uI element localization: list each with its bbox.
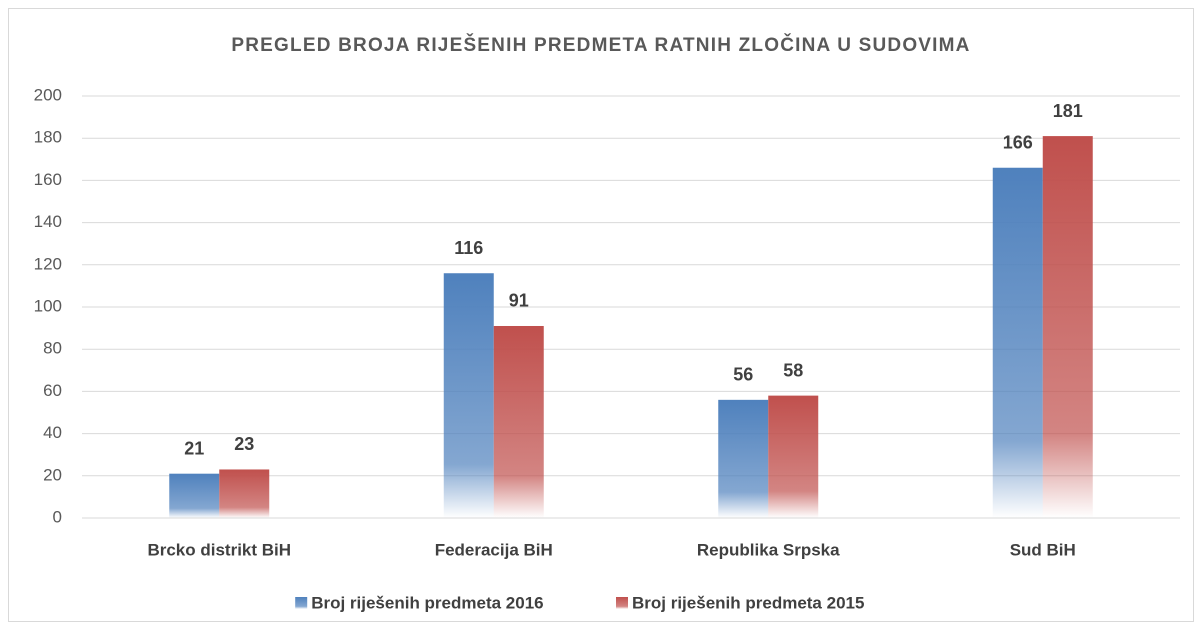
data-label: 58 [783, 360, 803, 380]
y-tick-label: 180 [34, 128, 62, 147]
legend-swatch [295, 597, 308, 609]
x-tick-label: Federacija BiH [435, 540, 553, 559]
y-tick-label: 60 [43, 381, 62, 400]
legend-swatch [616, 597, 628, 609]
bar [493, 325, 544, 518]
y-tick-label: 160 [34, 170, 62, 189]
bar [169, 473, 220, 518]
bar [992, 167, 1043, 519]
bar [718, 399, 769, 518]
x-tick-label: Brcko distrikt BiH [147, 540, 291, 559]
data-label: 166 [1003, 132, 1033, 152]
data-label: 181 [1053, 101, 1083, 121]
y-tick-label: 80 [43, 339, 62, 358]
bar [1042, 136, 1093, 518]
y-tick-label: 200 [34, 85, 62, 104]
data-label: 116 [454, 238, 483, 258]
y-tick-label: 140 [34, 212, 62, 231]
bar [768, 395, 819, 518]
y-tick-label: 20 [43, 465, 62, 484]
data-label: 56 [733, 365, 753, 385]
x-tick-label: Republika Srpska [697, 540, 840, 559]
data-label: 21 [184, 438, 204, 458]
x-tick-label: Sud BiH [1010, 540, 1076, 559]
y-tick-label: 0 [53, 507, 62, 526]
data-label: 91 [509, 291, 529, 311]
y-tick-label: 100 [34, 296, 62, 315]
chart-title: PREGLED BROJA RIJEŠENIH PREDMETA RATNIH … [231, 34, 970, 56]
data-label: 23 [234, 434, 254, 454]
bar [443, 273, 494, 518]
legend-label: Broj riješenih predmeta 2016 [311, 593, 543, 612]
legend-label: Broj riješenih predmeta 2015 [632, 593, 864, 612]
bar [219, 469, 270, 518]
y-tick-label: 120 [34, 254, 62, 273]
y-tick-label: 40 [43, 423, 62, 442]
